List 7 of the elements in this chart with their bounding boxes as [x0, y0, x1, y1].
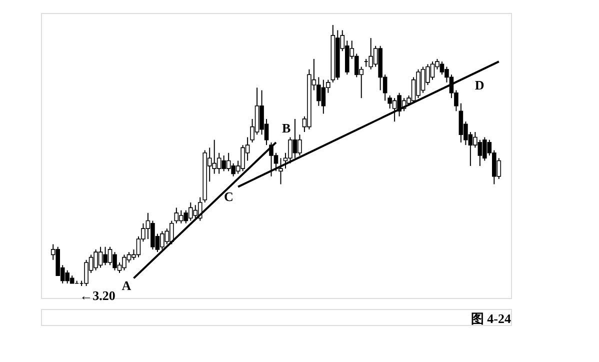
- annotation: B: [282, 120, 291, 136]
- candlestick: [278, 158, 283, 185]
- annotation: A: [122, 278, 132, 294]
- caption: 图 4-24: [470, 311, 512, 326]
- annotation: D: [474, 78, 484, 93]
- annotation: C: [224, 188, 234, 204]
- text: ←3.20: [80, 288, 116, 303]
